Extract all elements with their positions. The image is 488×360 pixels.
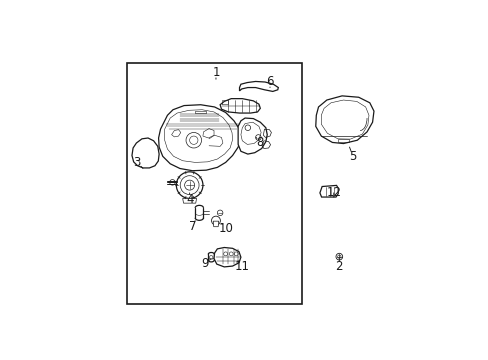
Text: 10: 10	[218, 222, 233, 235]
Polygon shape	[213, 221, 218, 227]
Polygon shape	[315, 96, 373, 144]
Circle shape	[211, 216, 220, 225]
Text: 1: 1	[212, 66, 219, 79]
Circle shape	[185, 132, 201, 148]
Text: 8: 8	[256, 136, 264, 149]
Polygon shape	[239, 81, 278, 91]
Text: 3: 3	[133, 156, 141, 169]
Polygon shape	[214, 247, 241, 267]
Polygon shape	[319, 185, 338, 197]
Text: 11: 11	[234, 260, 249, 273]
Text: 7: 7	[188, 220, 196, 233]
Bar	[127, 63, 301, 304]
Text: 9: 9	[201, 257, 208, 270]
Polygon shape	[132, 138, 159, 168]
Polygon shape	[158, 105, 241, 171]
Circle shape	[335, 253, 342, 260]
Text: 2: 2	[335, 260, 343, 273]
Text: 5: 5	[349, 150, 356, 163]
Circle shape	[176, 172, 203, 198]
Text: 4: 4	[185, 193, 193, 206]
Text: 6: 6	[266, 75, 273, 88]
Polygon shape	[220, 99, 260, 113]
Text: 12: 12	[325, 186, 341, 199]
Polygon shape	[238, 118, 267, 154]
Polygon shape	[183, 198, 196, 203]
